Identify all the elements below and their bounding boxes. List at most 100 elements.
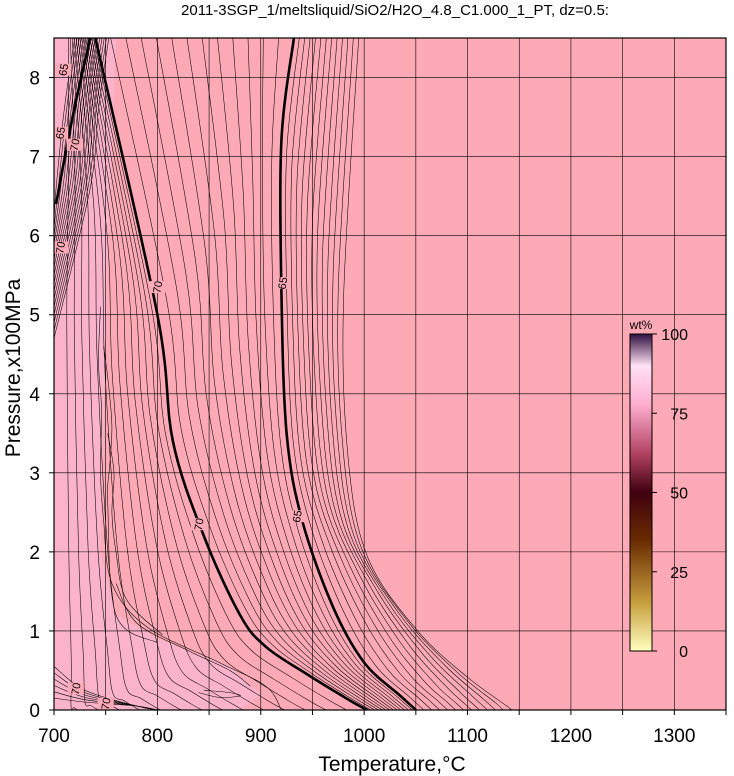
contour-line-23 (247, 38, 405, 710)
y-tick-label-8: 8 (29, 69, 40, 90)
contour-line-36 (337, 38, 504, 710)
contour-label-0: 70 (151, 280, 165, 294)
contour-label-bg-2 (190, 518, 207, 531)
contour-label-bg-8 (67, 682, 84, 695)
contour-line-22 (232, 38, 402, 710)
fine-contours (54, 38, 512, 710)
contour-line-8 (83, 38, 244, 710)
x-axis-ticks: 700 800 900 1000 1100 1200 1300 (38, 710, 727, 747)
contour-label-bg-9 (97, 697, 114, 710)
contour-line-51 (54, 38, 105, 323)
y-axis-label: Pressure,x100MPa (2, 278, 25, 457)
contour-line-13 (93, 38, 347, 710)
x-tick-label-6: 1300 (653, 726, 695, 747)
contour-line-25 (271, 38, 413, 710)
contour-line-40 (54, 38, 80, 236)
colorbar-tick-label-2: 50 (670, 486, 688, 503)
contour-line-30 (306, 38, 456, 710)
contour-line-27 (290, 38, 432, 710)
contour-label-bg-6 (54, 241, 69, 254)
colorbar-tick-label-3: 75 (670, 406, 688, 423)
contour-line-15 (125, 38, 375, 710)
y-tick-label-4: 4 (29, 385, 40, 406)
contour-line-12 (91, 38, 327, 710)
x-tick-label-3: 1000 (343, 726, 385, 747)
contour-line-52 (54, 38, 107, 331)
contour-line-6 (79, 38, 202, 710)
colorbar-tick-label-1: 25 (670, 565, 688, 582)
contour-line-58 (98, 306, 282, 710)
contour-line-20 (201, 38, 394, 710)
contour-label-bg-7 (55, 63, 72, 76)
contour-line-3 (73, 38, 140, 710)
contour-line-21 (217, 38, 398, 710)
colorbar-tick-label-0: 0 (679, 644, 688, 661)
y-tick-label-3: 3 (29, 464, 40, 485)
contour-label-3: 65 (291, 509, 305, 523)
chart-title: 2011-3SGP_1/meltsliquid/SiO2/H2O_4.8_C1.… (181, 2, 609, 19)
contour-line-37 (342, 38, 512, 710)
x-tick-label-1: 800 (142, 726, 174, 747)
y-tick-label-7: 7 (29, 148, 40, 169)
plot-background (54, 38, 726, 710)
contour-label-bg-4 (66, 138, 83, 151)
y-tick-label-0: 0 (29, 701, 40, 722)
contour-line-24 (262, 38, 409, 710)
plot-frame (53, 37, 727, 711)
colorbar-label: wt% (629, 318, 653, 332)
x-tick-label-4: 1100 (447, 726, 488, 747)
contour-line-49 (54, 38, 100, 307)
contour-line-10 (87, 38, 285, 710)
contour-label-7: 65 (57, 63, 71, 77)
contour-label-9: 70 (100, 697, 114, 711)
contour-line-5 (77, 38, 182, 710)
contour-line-56 (115, 583, 251, 687)
major-contour-70-2 (54, 38, 92, 205)
contour-line-57 (198, 689, 241, 698)
y-tick-label-6: 6 (29, 227, 40, 248)
contour-line-35 (332, 38, 496, 710)
contour-line-45 (54, 38, 91, 276)
contour-label-8: 70 (70, 682, 84, 696)
contour-line-18 (171, 38, 387, 710)
contour-line-48 (54, 38, 98, 299)
contour-line-29 (300, 38, 448, 710)
contour-line-16 (140, 38, 379, 710)
contour-line-19 (186, 38, 390, 710)
contour-line-34 (327, 38, 488, 710)
contour-label-bg-1 (274, 277, 291, 290)
contour-line-7 (81, 38, 223, 710)
contour-line-14 (110, 38, 372, 710)
contour-label-4: 70 (69, 138, 83, 152)
colorbar-ticks: 0 25 50 75 100 (652, 327, 688, 661)
grid-lines (54, 38, 726, 710)
contour-line-28 (295, 38, 440, 710)
contour-line-32 (316, 38, 472, 710)
major-contour-65-1 (279, 38, 417, 710)
contour-label-bg-5 (54, 126, 69, 139)
contour-label-bg-3 (288, 510, 305, 523)
colorbar-tick-label-4: 100 (661, 327, 688, 344)
x-tick-label-5: 1200 (550, 726, 592, 747)
contour-line-26 (285, 38, 424, 710)
y-tick-label-5: 5 (29, 306, 40, 327)
contour-line-39 (54, 38, 78, 228)
contour-line-17 (156, 38, 383, 710)
contour-line-9 (85, 38, 265, 710)
contour-line-0 (66, 38, 78, 710)
x-tick-label-0: 700 (38, 726, 70, 747)
contour-label-bg-0 (149, 281, 166, 294)
x-axis-label: Temperature,°C (318, 753, 465, 776)
contour-label-5: 65 (54, 126, 68, 140)
contour-label-6: 70 (54, 241, 68, 255)
contour-label-1: 65 (276, 276, 290, 290)
contour-label-2: 70 (193, 517, 207, 531)
contour-line-33 (321, 38, 480, 710)
contour-line-1 (70, 38, 99, 710)
x-tick-label-2: 900 (245, 726, 277, 747)
colorbar-gradient (629, 333, 653, 652)
contour-line-55 (107, 433, 163, 636)
